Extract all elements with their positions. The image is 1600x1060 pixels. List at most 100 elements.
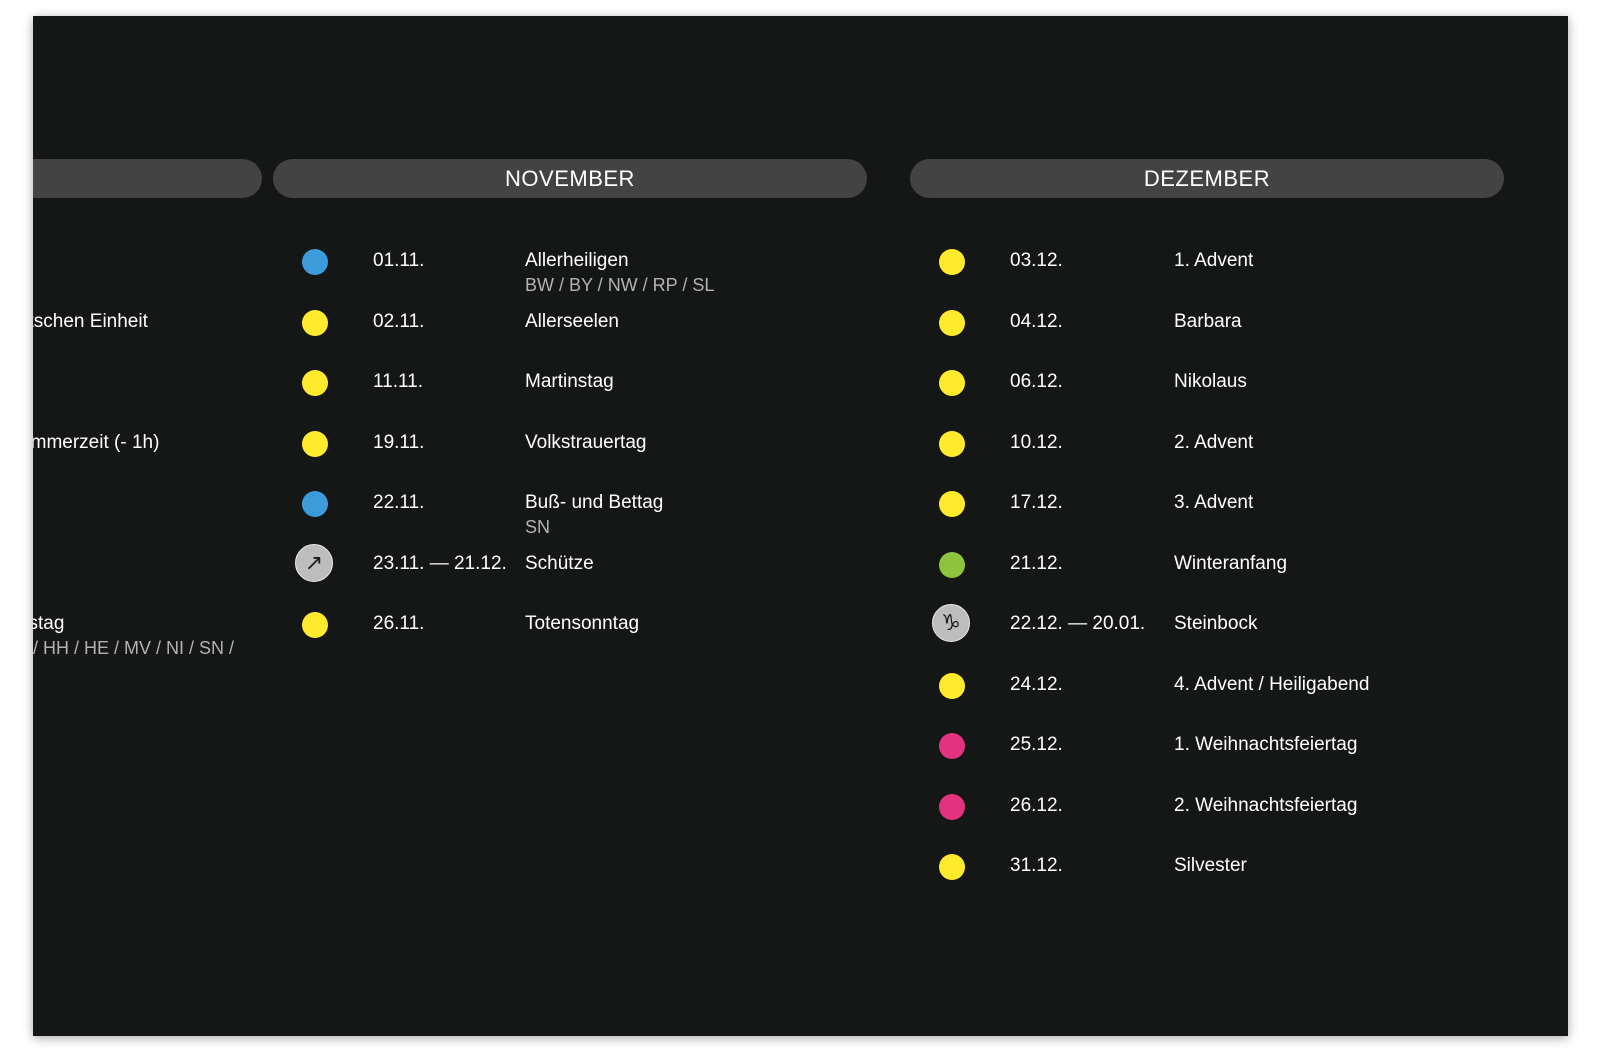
entry-date: 23.11. — 21.12.: [373, 552, 507, 574]
calendar-entry: 24.12. 4. Advent / Heiligabend: [910, 659, 1504, 720]
event-dot-icon: [939, 430, 965, 457]
entry-name-block: 1. Weihnachtsfeiertag: [1174, 734, 1357, 756]
calendar-entry: [33, 235, 262, 296]
calendar-entry: Reformationstag BB / BE / HB / HH / HE / …: [33, 598, 262, 659]
event-dot-icon: [302, 249, 328, 275]
entry-name-block: Tag der Deutschen Einheit: [33, 311, 148, 333]
entry-name-block: 4. Advent / Heiligabend: [1174, 674, 1369, 696]
calendar-entry: [33, 538, 262, 599]
entry-date: 31.12.: [1010, 855, 1063, 876]
event-dot-icon: [939, 370, 965, 396]
calendar-entry: 02.11. Allerseelen: [273, 296, 867, 357]
entry-name: 1. Advent: [1174, 250, 1254, 271]
entry-name-block: Allerseelen: [525, 311, 619, 333]
event-dot-icon: [939, 733, 965, 759]
event-dot-icon: [939, 551, 965, 578]
entry-date: 02.11.: [373, 310, 425, 332]
entry-date: 04.12.: [1010, 310, 1063, 332]
entry-name-block: Reformationstag BB / BE / HB / HH / HE / …: [33, 613, 235, 683]
entry-name-block: Volkstrauertag: [525, 432, 646, 454]
entry-date: 19.11.: [373, 431, 425, 453]
entry-regions: BB / BE / HB / HH / HE / MV / NI / SN / …: [33, 638, 235, 658]
entry-name-block: Ende der Sommerzeit (- 1h): [33, 432, 159, 454]
sagittarius-icon: ↗: [295, 543, 333, 582]
entry-name-block: Winteranfang: [1174, 553, 1287, 575]
entry-name: 2. Advent: [1174, 431, 1254, 453]
entry-name-block: Allerheiligen BW / BY / NW / RP / SL: [525, 250, 714, 296]
capricorn-icon: ♑: [932, 604, 970, 642]
event-dot-icon: [939, 854, 965, 880]
entry-name: Tag der Deutschen Einheit: [33, 310, 148, 332]
entry-name: 3. Advent: [1174, 492, 1254, 513]
calendar-entry: 19.11. Volkstrauertag: [273, 417, 867, 478]
calendar-entry: 06.12. Nikolaus: [910, 356, 1504, 417]
entry-list-october: Tag der Deutschen Einheit Ende der Sommer…: [33, 235, 262, 659]
entry-name: 1. Weihnachtsfeiertag: [1174, 734, 1358, 755]
event-dot-icon: [939, 672, 965, 699]
calendar-entry: 17.12. 3. Advent: [910, 477, 1504, 538]
calendar-entry: 21.12. Winteranfang: [910, 538, 1504, 599]
entry-list-december: 03.12. 1. Advent 04.12. Barbara 06.12. Nikola…: [910, 235, 1504, 901]
month-header-december: DEZEMBER: [910, 159, 1504, 198]
entry-name: Nikolaus: [1174, 371, 1247, 392]
event-dot-icon: [302, 491, 328, 517]
month-header-october: [33, 159, 262, 198]
event-dot-icon: [939, 249, 965, 275]
entry-name: Allerheiligen: [525, 250, 629, 271]
entry-date: 26.11.: [373, 613, 425, 634]
calendar-entry: Ende der Sommerzeit (- 1h): [33, 417, 262, 478]
entry-date: 06.12.: [1010, 371, 1063, 392]
event-dot-icon: [302, 430, 328, 457]
entry-name: Ende der Sommerzeit (- 1h): [33, 431, 160, 453]
entry-name-block: Martinstag: [525, 371, 614, 393]
entry-name: Schütze: [525, 552, 594, 574]
entry-date: 22.12. — 20.01.: [1010, 613, 1146, 634]
event-dot-icon: [302, 370, 328, 396]
entry-name: Buß- und Bettag: [525, 492, 664, 513]
entry-date: 24.12.: [1010, 673, 1063, 695]
entry-date: 25.12.: [1010, 734, 1063, 755]
month-column-december: DEZEMBER 03.12. 1. Advent 04.12. Barbara 06.…: [910, 159, 1504, 901]
entry-date: 11.11.: [373, 371, 424, 392]
entry-name-block: Nikolaus: [1174, 371, 1247, 393]
calendar-entry: 10.12. 2. Advent: [910, 417, 1504, 478]
calendar-screen: Tag der Deutschen Einheit Ende der Sommer…: [33, 16, 1568, 1036]
event-dot-icon: [302, 612, 328, 638]
calendar-entry: [33, 356, 262, 417]
entry-name-block: Silvester: [1174, 855, 1247, 877]
entry-name: Reformationstag: [33, 613, 65, 634]
entry-name: 4. Advent / Heiligabend: [1174, 673, 1370, 695]
entry-name: Allerseelen: [525, 310, 619, 332]
entry-list-november: 01.11. Allerheiligen BW / BY / NW / RP / S…: [273, 235, 867, 659]
entry-name: Steinbock: [1174, 613, 1258, 634]
entry-name-block: 2. Weihnachtsfeiertag: [1174, 795, 1357, 817]
entry-date: 22.11.: [373, 492, 425, 513]
calendar-entry: 25.12. 1. Weihnachtsfeiertag: [910, 719, 1504, 780]
calendar-entry: 04.12. Barbara: [910, 296, 1504, 357]
entry-name-block: Steinbock: [1174, 613, 1257, 635]
entry-name: Winteranfang: [1174, 552, 1288, 574]
entry-name: Silvester: [1174, 855, 1247, 876]
entry-date: 03.12.: [1010, 250, 1063, 271]
entry-name: Barbara: [1174, 310, 1242, 332]
entry-name-block: Buß- und Bettag SN: [525, 492, 663, 538]
calendar-entry: 01.11. Allerheiligen BW / BY / NW / RP / S…: [273, 235, 867, 296]
event-dot-icon: [939, 309, 965, 336]
entry-name: 2. Weihnachtsfeiertag: [1174, 794, 1358, 816]
month-column-october: Tag der Deutschen Einheit Ende der Sommer…: [33, 159, 262, 659]
month-column-november: NOVEMBER 01.11. Allerheiligen BW / BY / NW…: [273, 159, 867, 659]
entry-name: Totensonntag: [525, 613, 640, 634]
calendar-entry: 11.11. Martinstag: [273, 356, 867, 417]
entry-date: 17.12.: [1010, 492, 1063, 513]
calendar-entry: ↗ 23.11. — 21.12. Schütze: [273, 538, 867, 599]
calendar-entry: 26.12. 2. Weihnachtsfeiertag: [910, 780, 1504, 841]
entry-name: Volkstrauertag: [525, 431, 647, 453]
entry-name-block: 3. Advent: [1174, 492, 1253, 514]
calendar-entry: 26.11. Totensonntag: [273, 598, 867, 659]
entry-date: 01.11.: [373, 250, 425, 271]
entry-name-block: Totensonntag: [525, 613, 639, 635]
entry-name-block: 1. Advent: [1174, 250, 1253, 272]
event-dot-icon: [939, 793, 965, 820]
month-header-november: NOVEMBER: [273, 159, 867, 198]
entry-name-block: 2. Advent: [1174, 432, 1253, 454]
